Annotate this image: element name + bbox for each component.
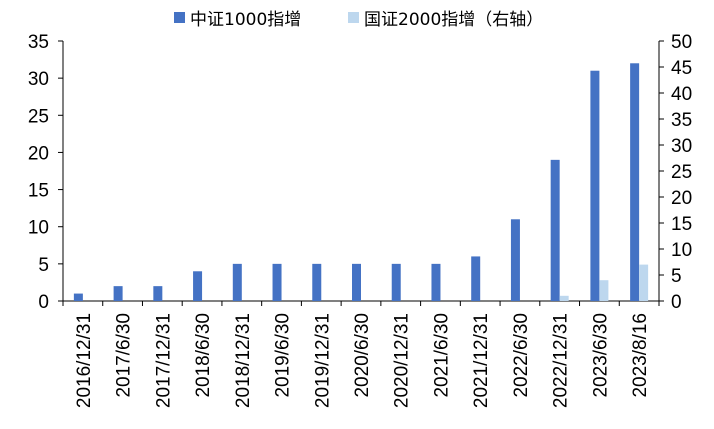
x-tick-label: 2017/12/31 bbox=[153, 313, 174, 408]
x-tick-label: 2019/12/31 bbox=[312, 313, 333, 408]
legend-label-series2: 国证2000指增（右轴） bbox=[364, 10, 543, 30]
bar-series1 bbox=[471, 256, 481, 301]
bar-series2 bbox=[639, 264, 649, 301]
x-tick-label: 2018/12/31 bbox=[233, 313, 254, 408]
y-tick-label-right: 50 bbox=[671, 32, 692, 53]
bar-series2 bbox=[599, 280, 609, 301]
bar-series1 bbox=[550, 159, 560, 301]
y-tick-label-right: 30 bbox=[671, 136, 692, 157]
plot-area: 0 5 10 15 20 25 30 35 0 5 10 15 20 25 30 35 40 45 50 2016/1… bbox=[28, 32, 692, 408]
x-tick-label: 2021/6/30 bbox=[431, 313, 452, 398]
y-tick-label-left: 5 bbox=[38, 255, 49, 276]
bar-series1 bbox=[352, 263, 361, 301]
x-tick-label: 2019/6/30 bbox=[273, 313, 294, 398]
y-tick-label-right: 25 bbox=[671, 162, 692, 183]
bar-series1 bbox=[153, 286, 163, 301]
y-tick-label-right: 35 bbox=[671, 110, 692, 131]
x-tick-label: 2023/6/30 bbox=[590, 313, 611, 398]
y-tick-label-right: 40 bbox=[671, 84, 692, 105]
y-tick-label-right: 5 bbox=[671, 266, 682, 287]
y-tick-label-right: 20 bbox=[671, 188, 692, 209]
x-tick-label: 2022/12/31 bbox=[551, 313, 572, 408]
legend-label-series1: 中证1000指增 bbox=[190, 10, 301, 30]
y-tick-label-left: 25 bbox=[28, 106, 49, 127]
bar-series1 bbox=[232, 263, 242, 301]
x-tick-label: 2017/6/30 bbox=[114, 313, 135, 398]
y-tick-label-right: 45 bbox=[671, 58, 692, 79]
y-tick-label-right: 15 bbox=[671, 214, 692, 235]
x-tick-label: 2016/12/31 bbox=[74, 313, 95, 408]
x-tick-label: 2023/8/16 bbox=[630, 313, 651, 398]
x-tick-label: 2021/12/31 bbox=[471, 313, 492, 408]
bar-series1 bbox=[272, 263, 282, 301]
y-tick-label-right: 10 bbox=[671, 240, 692, 261]
x-tick-label: 2020/6/30 bbox=[352, 313, 373, 398]
y-tick-label-left: 30 bbox=[28, 69, 49, 90]
bar-series1 bbox=[193, 271, 203, 301]
bar-series1 bbox=[391, 263, 401, 301]
bar-series1 bbox=[431, 263, 441, 301]
x-tick-label: 2018/6/30 bbox=[193, 313, 214, 398]
x-tick-label: 2020/12/31 bbox=[392, 313, 413, 408]
y-tick-label-left: 20 bbox=[28, 143, 49, 164]
y-tick-label-left: 35 bbox=[28, 32, 49, 53]
bar-series1 bbox=[590, 70, 600, 301]
y-tick-label-right: 0 bbox=[671, 292, 682, 313]
legend-swatch-series2 bbox=[348, 12, 359, 23]
y-tick-label-left: 0 bbox=[38, 292, 49, 313]
bar-series1 bbox=[630, 63, 640, 302]
y-tick-label-left: 15 bbox=[28, 181, 49, 202]
legend: 中证1000指增 国证2000指增（右轴） bbox=[174, 10, 543, 30]
bar-series2 bbox=[559, 295, 569, 301]
bar-series1 bbox=[312, 263, 322, 301]
bar-series1 bbox=[73, 293, 83, 301]
x-tick-label: 2022/6/30 bbox=[511, 313, 532, 398]
bar-series1 bbox=[113, 286, 123, 301]
y-tick-label-left: 10 bbox=[28, 218, 49, 239]
legend-swatch-series1 bbox=[174, 12, 185, 23]
bar-series1 bbox=[510, 219, 520, 301]
